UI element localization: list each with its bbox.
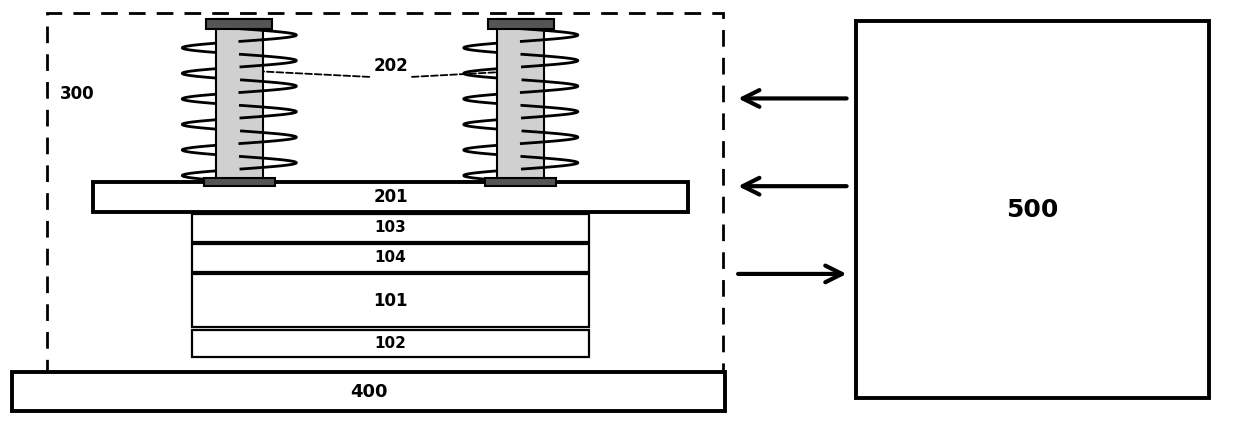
Text: 300: 300 [60,85,94,103]
Text: 202: 202 [373,57,408,75]
Bar [485,178,556,186]
Bar [497,19,544,182]
Text: 103: 103 [374,220,407,235]
Text: 500: 500 [1006,198,1059,222]
Bar [47,13,723,398]
Bar [206,19,273,29]
Text: 104: 104 [374,250,407,265]
Bar [216,19,263,182]
Bar [192,274,589,327]
Bar [487,19,554,29]
Bar [12,372,725,411]
Bar [93,182,688,212]
Bar [192,214,589,242]
Text: 101: 101 [373,291,408,310]
Text: 400: 400 [350,383,388,401]
Text: 201: 201 [373,188,408,206]
Bar [192,330,589,357]
Bar [192,244,589,272]
Bar [856,21,1209,398]
Text: 102: 102 [374,336,407,351]
Bar [203,178,275,186]
